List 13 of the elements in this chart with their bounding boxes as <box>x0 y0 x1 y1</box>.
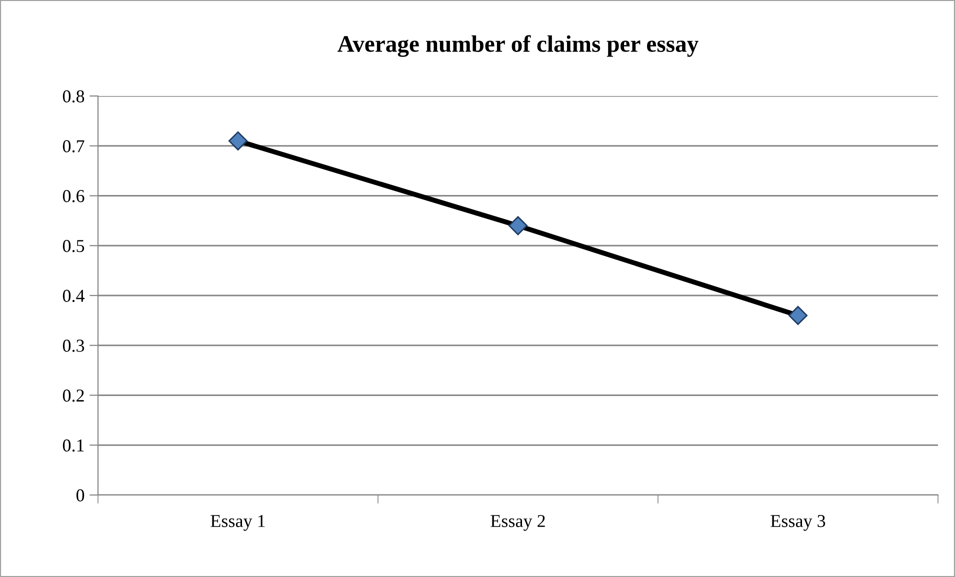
y-tick-label: 0.6 <box>62 190 84 202</box>
y-tick-label: 0 <box>76 489 84 502</box>
y-tick-label: 0.4 <box>62 290 85 302</box>
x-tick-label: Essay 1 <box>210 515 265 531</box>
y-tick-label: 0.7 <box>62 140 84 152</box>
y-tick-label: 0.5 <box>62 240 84 252</box>
x-tick-label: Essay 2 <box>490 514 545 531</box>
y-tick-label: 0.8 <box>62 90 84 103</box>
y-tick-label: 0.3 <box>62 340 84 352</box>
chart-title: Average number of claims per essay <box>338 35 698 57</box>
x-tick-label: Essay 3 <box>770 514 826 531</box>
y-tick-label: 0.1 <box>62 439 84 452</box>
y-tick-label: 0.2 <box>62 390 84 402</box>
